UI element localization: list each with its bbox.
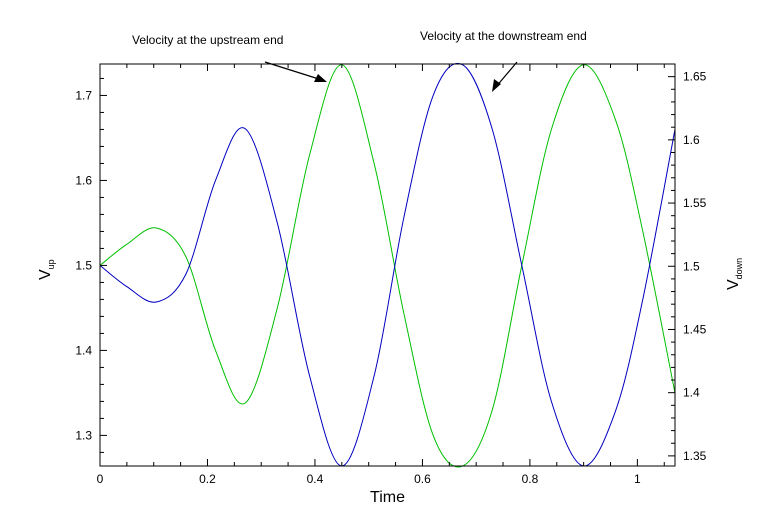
x-tick-label: 0.4 <box>307 472 324 486</box>
y-right-tick-label: 1.6 <box>683 133 700 147</box>
y-right-axis-title: Vdown <box>725 258 744 290</box>
x-axis-ticks: 0 0.2 0.4 0.6 0.8 1 <box>97 64 665 486</box>
series-line-1 <box>99 62 676 467</box>
y-left-tick-label: 1.3 <box>75 428 92 442</box>
y-left-tick-label: 1.4 <box>75 343 92 357</box>
x-tick-label: 0.8 <box>522 472 539 486</box>
x-tick-label: 0.6 <box>414 472 431 486</box>
y-right-tick-label: 1.55 <box>683 196 707 210</box>
annotation-upstream-arrow <box>264 61 323 81</box>
y-right-tick-label: 1.45 <box>683 322 707 336</box>
y-left-tick-label: 1.5 <box>75 258 92 272</box>
y-right-tick-label: 1.4 <box>683 386 700 400</box>
annotation-upstream-label: Velocity at the upstream end <box>132 33 283 47</box>
y-left-tick-label: 1.6 <box>75 173 92 187</box>
plot-lines <box>99 62 676 468</box>
y-left-axis-title-main: V <box>37 269 54 280</box>
y-right-tick-label: 1.65 <box>683 70 707 84</box>
annotation-downstream-arrowhead <box>492 79 501 92</box>
y-left-tick-label: 1.7 <box>75 88 92 102</box>
y-right-axis-ticks: 1.35 1.4 1.45 1.5 1.55 1.6 1.65 <box>668 70 707 463</box>
annotation-downstream-label: Velocity at the downstream end <box>420 29 587 43</box>
y-left-axis-title-sub: up <box>46 259 56 269</box>
y-right-tick-label: 1.5 <box>683 259 700 273</box>
plot-frame <box>99 63 676 467</box>
y-left-axis-ticks: 1.3 1.4 1.5 1.6 1.7 <box>75 77 107 453</box>
x-tick-label: 0.2 <box>199 472 216 486</box>
series-line-0 <box>99 64 676 468</box>
x-axis-title: Time <box>370 489 405 506</box>
annotations: Velocity at the upstream end Velocity at… <box>132 29 587 92</box>
annotation-upstream-arrowhead <box>314 74 327 82</box>
y-right-axis-title-sub: down <box>734 258 744 280</box>
y-right-axis-title-main: V <box>725 279 742 290</box>
y-left-axis-title: Vup <box>37 259 56 280</box>
y-right-tick-label: 1.35 <box>683 449 707 463</box>
x-tick-label: 0 <box>97 472 104 486</box>
x-tick-label: 1 <box>634 472 641 486</box>
